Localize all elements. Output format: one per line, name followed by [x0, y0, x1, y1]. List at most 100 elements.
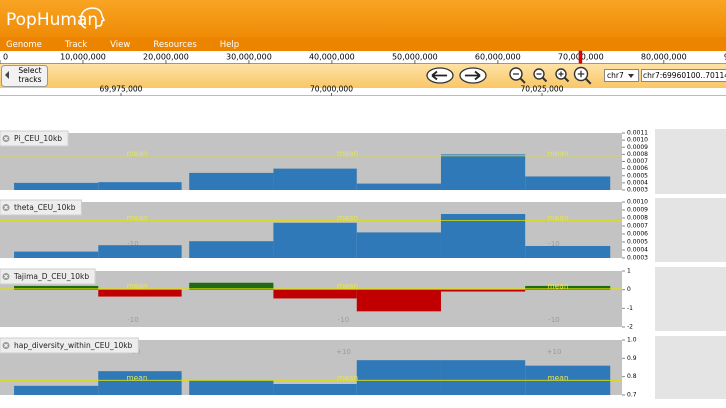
zoom-sign: [558, 71, 564, 77]
tick-label: 69,975,000: [100, 85, 143, 94]
button-frame: [1, 65, 48, 87]
close-cross: [4, 343, 8, 348]
chromosome-ruler: [0, 51, 726, 64]
input-value: chr7:69960100..70114: [643, 71, 726, 80]
bar: [440, 154, 526, 190]
bar: [356, 183, 441, 190]
pan-left-button[interactable]: [426, 67, 454, 84]
bar: [440, 214, 526, 258]
location-input[interactable]: chr7:69960100..70114: [641, 69, 726, 82]
y-tick-label: 0.7: [627, 392, 637, 399]
header-bar: [0, 0, 726, 37]
mean-label: mean: [337, 373, 359, 382]
background-label: -10: [127, 316, 138, 324]
y-tick-label: 1.0: [627, 337, 637, 344]
y-tick-label: 0.0008: [627, 151, 648, 158]
tick-label: 10,000,000: [60, 53, 106, 62]
background-label: -10: [548, 316, 559, 324]
y-tick-label: 0.0009: [627, 207, 648, 214]
tick-label: 70,000,000: [310, 85, 353, 94]
y-tick-label: 0.0004: [627, 247, 648, 254]
zoom-button[interactable]: [509, 67, 526, 84]
bar: [189, 380, 274, 395]
button-arrow: [5, 71, 9, 79]
mean-label: mean: [547, 282, 569, 291]
menu-bar: [0, 37, 726, 51]
track-gutter: [655, 198, 726, 262]
close-cross: [4, 136, 8, 141]
logo: PopHuman: [6, 10, 98, 30]
mean-label: mean: [547, 373, 569, 382]
bar: [189, 241, 274, 258]
y-tick-label: 1: [627, 268, 631, 275]
y-tick-label: 0.0003: [627, 255, 648, 262]
tick-label: 50,000,000: [392, 53, 438, 62]
pan-right-button[interactable]: [459, 67, 487, 84]
input-frame: [641, 69, 726, 82]
y-tick-label: 0.0007: [627, 223, 648, 230]
select-value: chr7: [607, 71, 624, 80]
bar: [98, 245, 182, 258]
track-gutter: [655, 336, 726, 399]
background-label: -10: [548, 240, 559, 248]
bar: [14, 182, 99, 190]
bar: [14, 285, 99, 290]
menu-item[interactable]: Resources: [153, 40, 197, 50]
zoom-button[interactable]: [555, 68, 570, 83]
magnifier-handle: [519, 77, 526, 84]
tick-label: 60,000,000: [475, 53, 521, 62]
tick-label: 70,025,000: [521, 85, 564, 94]
mean-label: mean: [126, 149, 148, 158]
menu-item[interactable]: Help: [220, 40, 239, 50]
menu-item[interactable]: Genome: [6, 40, 42, 50]
background-label: +10: [547, 348, 562, 356]
arrow-icon: [431, 70, 447, 81]
y-tick-label: 0.0006: [627, 231, 648, 238]
button-label: Select: [18, 66, 41, 75]
y-tick-label: 0.8: [627, 373, 637, 380]
select-frame: [604, 69, 639, 82]
track-label[interactable]: Tajima_D_CEU_10kb: [0, 268, 96, 285]
tick-label: 90,000,000: [724, 53, 726, 62]
background-label: +10: [336, 348, 351, 356]
zoom-button[interactable]: [573, 66, 592, 85]
mean-label: mean: [126, 282, 148, 291]
bar: [98, 371, 182, 395]
chromosome-select[interactable]: chr7: [604, 69, 639, 82]
bar: [525, 285, 611, 290]
magnifier-handle: [563, 76, 570, 83]
bar: [273, 168, 357, 190]
bar: [356, 232, 441, 258]
bar: [273, 222, 357, 258]
magnifier-handle: [541, 76, 548, 83]
menu-item[interactable]: Track: [64, 40, 87, 50]
bar: [356, 360, 441, 395]
track-label[interactable]: theta_CEU_10kb: [0, 199, 82, 216]
bar: [525, 246, 611, 258]
zoom-button[interactable]: [533, 68, 548, 83]
bar: [440, 360, 526, 395]
track-label[interactable]: hap_diversity_within_CEU_10kb: [0, 337, 139, 354]
label-box: [0, 199, 82, 216]
y-tick-label: 0.0007: [627, 158, 648, 165]
label-box: [0, 337, 139, 354]
bar: [273, 289, 357, 299]
close-cross: [4, 205, 8, 210]
bar: [525, 176, 611, 190]
bar: [273, 384, 357, 395]
bar: [98, 182, 182, 190]
select-tracks-button[interactable]: Select tracks: [1, 65, 48, 87]
track-name: hap_diversity_within_CEU_10kb: [14, 341, 133, 350]
background-label: -10: [338, 316, 349, 324]
y-tick-label: -1: [627, 305, 633, 312]
mean-label: mean: [337, 282, 359, 291]
track-gutter: [655, 129, 726, 194]
bar: [189, 282, 274, 290]
menu-item[interactable]: View: [110, 40, 130, 50]
magnifier-handle: [584, 77, 592, 85]
mean-label: mean: [126, 213, 148, 222]
track-label[interactable]: Pi_CEU_10kb: [0, 130, 69, 147]
y-tick-label: -2: [627, 324, 633, 331]
y-tick-label: 0.0010: [627, 199, 648, 206]
